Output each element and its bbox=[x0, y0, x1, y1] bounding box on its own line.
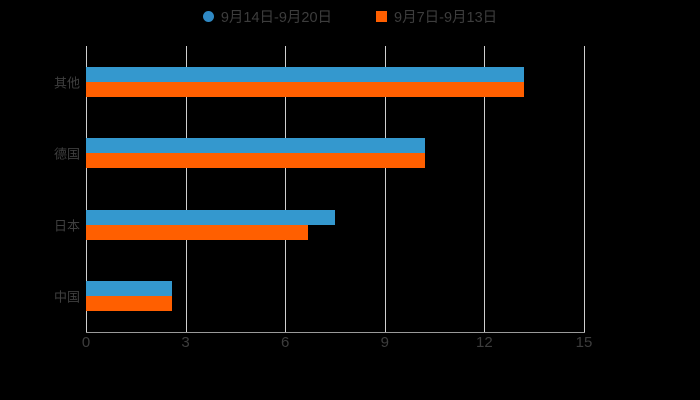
bar-其他-series-2[interactable] bbox=[86, 81, 525, 97]
bar-德国-series-2[interactable] bbox=[86, 153, 425, 169]
y-axis-label-德国: 德国 bbox=[53, 146, 80, 162]
x-tick-label-15: 15 bbox=[575, 334, 593, 351]
gridline-9 bbox=[384, 46, 386, 332]
bar-其他-series-1[interactable] bbox=[86, 66, 525, 82]
gridline-12 bbox=[484, 46, 486, 332]
bar-日本-series-2[interactable] bbox=[86, 224, 309, 240]
x-tick-label-6: 6 bbox=[281, 334, 290, 351]
legend-entry-series-1[interactable]: 9月14日-9月20日 bbox=[202, 6, 333, 27]
x-tick-label-3: 3 bbox=[181, 334, 190, 351]
x-axis-tick-labels: 0 3 6 9 12 15 bbox=[0, 334, 700, 360]
gridline-0 bbox=[86, 46, 87, 332]
y-axis-label-其他: 其他 bbox=[53, 75, 80, 91]
legend-circle-marker-icon bbox=[202, 10, 214, 22]
plot-area bbox=[86, 46, 585, 332]
x-tick-label-0: 0 bbox=[81, 334, 91, 351]
legend-square-marker-icon bbox=[376, 10, 388, 22]
legend-entry-series-2[interactable]: 9月7日-9月13日 bbox=[376, 6, 497, 27]
x-tick-label-9: 9 bbox=[380, 334, 389, 351]
y-axis-label-中国: 中国 bbox=[53, 289, 80, 305]
y-axis-labels: 中国 日本 德国 其他 bbox=[0, 46, 80, 332]
y-axis-label-日本: 日本 bbox=[53, 218, 80, 234]
x-axis-line bbox=[86, 332, 585, 333]
x-tick-label-12: 12 bbox=[476, 334, 493, 351]
gridline-6 bbox=[285, 46, 287, 332]
bar-德国-series-1[interactable] bbox=[86, 138, 425, 154]
gridline-3 bbox=[185, 46, 187, 332]
chart-legend: 9月14日-9月20日 9月7日-9月13日 bbox=[0, 3, 700, 29]
legend-label-series-2: 9月7日-9月13日 bbox=[394, 9, 498, 26]
bar-中国-series-2[interactable] bbox=[86, 296, 173, 312]
legend-label-series-1: 9月14日-9月20日 bbox=[220, 9, 333, 26]
bar-中国-series-1[interactable] bbox=[86, 281, 173, 297]
gridline-15 bbox=[584, 46, 585, 332]
bar-日本-series-1[interactable] bbox=[86, 209, 335, 225]
